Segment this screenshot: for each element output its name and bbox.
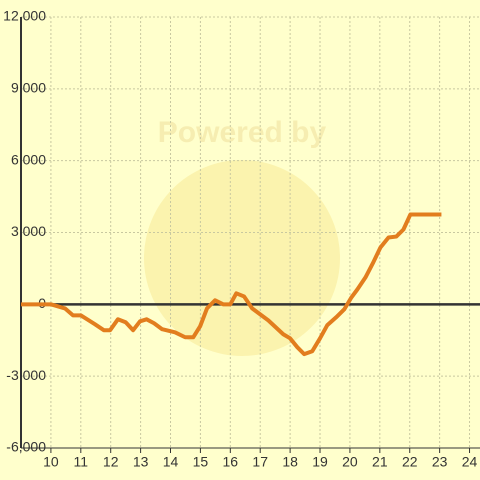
y-tick-label: 12,000 [3,8,46,24]
x-tick-label: 12 [103,454,119,470]
x-tick-label: 20 [342,454,358,470]
x-tick-label: 21 [372,454,388,470]
y-tick-label: 6,000 [11,151,46,167]
y-tick-label: 9,000 [11,80,46,96]
x-tick-label: 22 [402,454,418,470]
x-tick-label: 23 [432,454,448,470]
watermark-logo [144,160,340,356]
x-tick-label: 16 [223,454,239,470]
x-tick-label: 14 [163,454,179,470]
y-tick-label: -3,000 [6,367,46,383]
x-tick-label: 13 [133,454,149,470]
x-tick-label: 17 [252,454,268,470]
y-tick-label: 3,000 [11,223,46,239]
x-tick-label: 15 [193,454,209,470]
x-tick-label: 19 [312,454,328,470]
y-tick-label: -6,000 [6,439,46,455]
x-tick-label: 24 [462,454,478,470]
x-tick-label: 11 [74,454,89,470]
watermark: Powered by [158,116,327,149]
x-tick-label: 18 [282,454,298,470]
x-tick-label: 10 [43,454,59,470]
line [21,212,442,357]
